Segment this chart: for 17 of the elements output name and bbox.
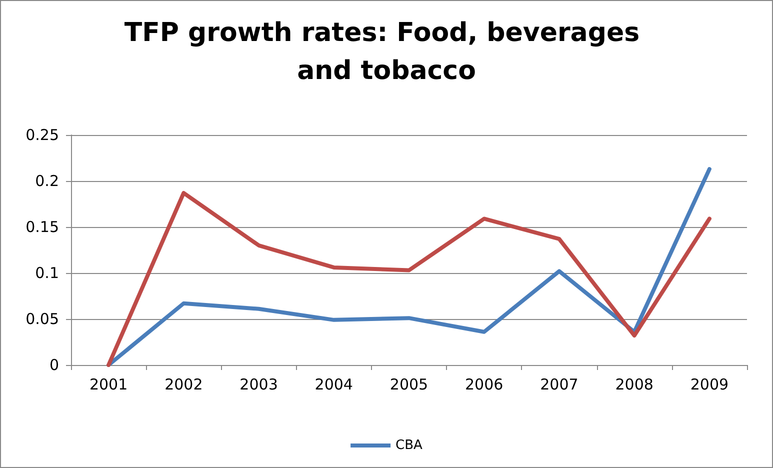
legend-label: CBA xyxy=(396,438,423,453)
y-tick-label: 0.15 xyxy=(26,218,59,236)
x-tick-label: 2006 xyxy=(465,376,504,394)
y-tick-label: 0 xyxy=(49,356,59,374)
x-tick-label: 2001 xyxy=(89,376,128,394)
x-tick-label: 2007 xyxy=(540,376,578,394)
x-tick-label: 2004 xyxy=(314,376,353,394)
x-tick-label: 2002 xyxy=(164,376,203,394)
y-tick-label: 0.2 xyxy=(35,172,59,190)
y-tick-label: 0.25 xyxy=(26,126,59,144)
x-tick-label: 2005 xyxy=(390,376,428,394)
x-tick-label: 2009 xyxy=(690,376,729,394)
y-tick-label: 0.05 xyxy=(26,310,59,328)
x-tick-label: 2008 xyxy=(615,376,654,394)
y-tick-label: 0.1 xyxy=(35,264,59,282)
chart-title: TFP growth rates: Food, beverages and tobacco xyxy=(124,18,649,86)
x-tick-label: 2003 xyxy=(240,376,278,394)
